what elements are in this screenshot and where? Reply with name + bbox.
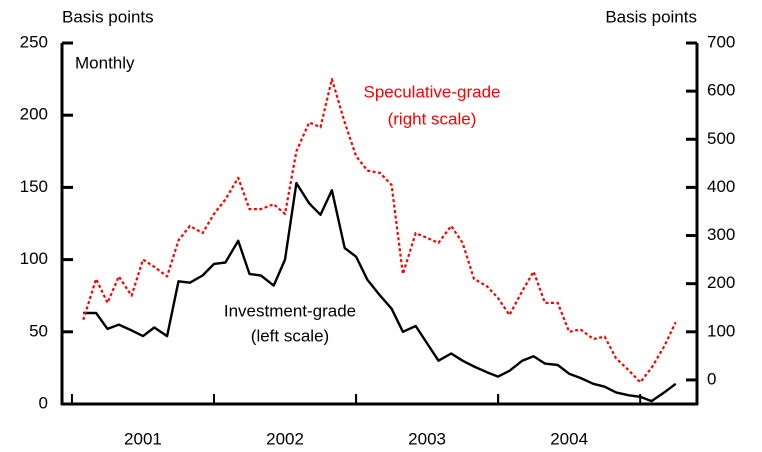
x-tick-label: 2004 (550, 429, 588, 448)
y-tick-label: 150 (20, 177, 48, 196)
y-tick-label: 50 (29, 321, 48, 340)
annotation: Speculative-grade (363, 82, 500, 101)
y2-tick-label: 200 (707, 273, 735, 292)
y2-tick-label: 400 (707, 177, 735, 196)
y-tick-label: 100 (20, 249, 48, 268)
annotation: (left scale) (251, 326, 329, 345)
y2-tick-label: 600 (707, 81, 735, 100)
x-tick-label: 2003 (408, 429, 446, 448)
y2-tick-label: 500 (707, 129, 735, 148)
y-tick-label: 250 (20, 32, 48, 51)
y2-tick-label: 0 (707, 369, 716, 388)
x-tick-label: 2001 (124, 429, 162, 448)
annotation: (right scale) (388, 109, 477, 128)
y-tick-label: 200 (20, 105, 48, 124)
y-tick-label: 0 (39, 393, 48, 412)
y-axis-label: Basis points (62, 7, 154, 26)
series-line (82, 78, 677, 384)
x-tick-label: 2002 (266, 429, 304, 448)
annotation: Investment-grade (224, 301, 356, 320)
y2-axis-label: Basis points (605, 7, 697, 26)
y2-tick-label: 100 (707, 321, 735, 340)
y2-tick-label: 700 (707, 32, 735, 51)
y2-tick-label: 300 (707, 225, 735, 244)
series-line (83, 181, 677, 403)
annotation: Monthly (75, 53, 135, 72)
